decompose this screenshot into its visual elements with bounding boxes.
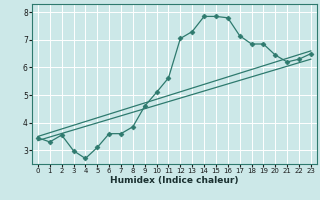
X-axis label: Humidex (Indice chaleur): Humidex (Indice chaleur) (110, 176, 239, 185)
